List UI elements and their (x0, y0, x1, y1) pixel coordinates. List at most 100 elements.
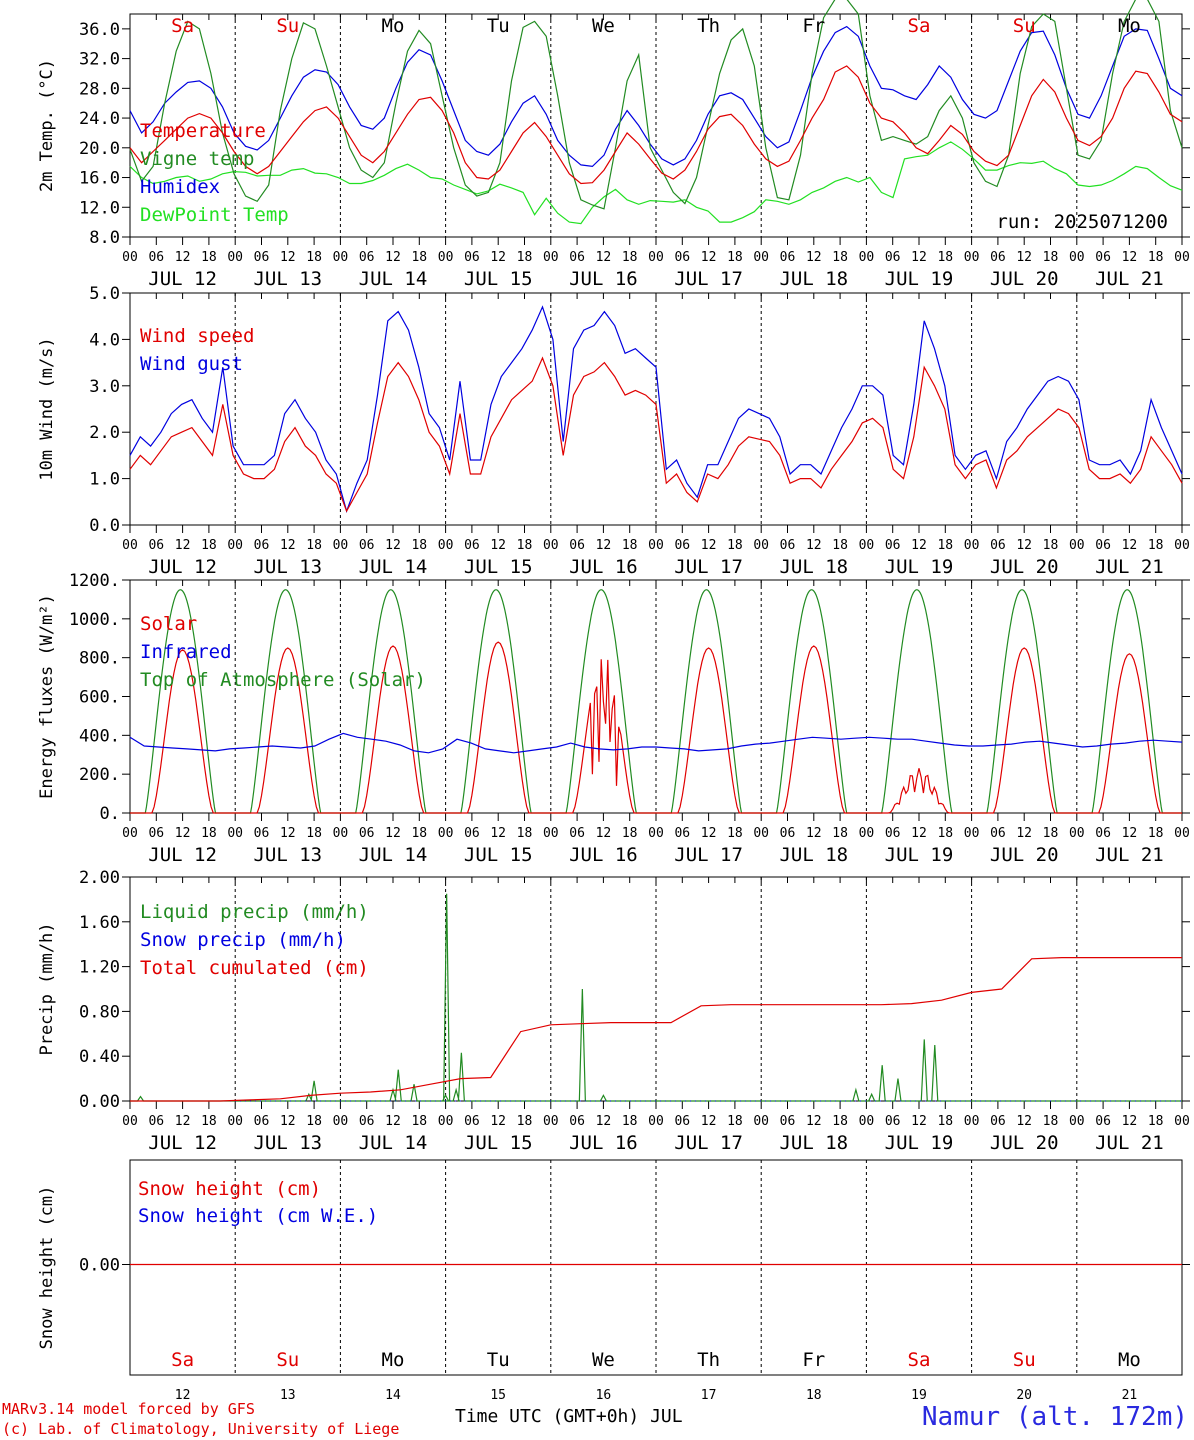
hour-tick-label: 00 (753, 1114, 769, 1129)
hour-tick-label: 12 (1016, 538, 1032, 553)
y-tick-label: 4.0 (89, 330, 120, 350)
hour-tick-label: 06 (1095, 1114, 1111, 1129)
hour-tick-label: 18 (727, 1114, 743, 1129)
weekday-label-bottom: We (592, 1349, 615, 1371)
hour-tick-label: 12 (175, 250, 191, 265)
day-label: JUL 16 (569, 268, 638, 290)
hour-tick-label: 18 (622, 1114, 638, 1129)
hour-tick-label: 00 (333, 250, 349, 265)
hour-tick-label: 18 (517, 826, 533, 841)
hour-tick-label: 00 (227, 250, 243, 265)
hour-tick-label: 12 (280, 538, 296, 553)
hour-tick-label: 12 (1122, 1114, 1138, 1129)
day-label: JUL 14 (359, 1132, 428, 1154)
hour-tick-label: 06 (990, 250, 1006, 265)
series-line (129, 0, 1183, 210)
hour-tick-label: 12 (280, 250, 296, 265)
weekday-label-bottom: Su (1013, 1349, 1036, 1371)
hour-tick-label: 06 (464, 250, 480, 265)
hour-tick-label: 00 (753, 250, 769, 265)
hour-tick-label: 06 (569, 250, 585, 265)
hour-tick-label: 06 (254, 826, 270, 841)
weekday-label: Sa (171, 15, 194, 37)
weekday-label-bottom: Tu (487, 1349, 510, 1371)
day-number: 17 (701, 1388, 717, 1403)
hour-tick-label: 00 (753, 538, 769, 553)
y-tick-label: 28.0 (79, 79, 120, 99)
legend-entry: Humidex (140, 176, 220, 198)
series-line (129, 25, 1183, 168)
hour-tick-label: 18 (201, 826, 217, 841)
hour-tick-label: 18 (306, 250, 322, 265)
hour-tick-label: 12 (1122, 826, 1138, 841)
day-label: JUL 12 (148, 1132, 217, 1154)
hour-tick-label: 06 (569, 1114, 585, 1129)
hour-tick-label: 12 (701, 538, 717, 553)
hour-tick-label: 12 (280, 826, 296, 841)
hour-tick-label: 12 (596, 538, 612, 553)
hour-tick-label: 00 (1069, 826, 1085, 841)
weekday-label: Tu (487, 15, 510, 37)
y-tick-label: 0.40 (79, 1047, 120, 1067)
day-label: JUL 12 (148, 268, 217, 290)
hour-tick-label: 18 (622, 250, 638, 265)
weekday-label: Fr (802, 15, 825, 37)
hour-tick-label: 00 (543, 826, 559, 841)
series-line (129, 356, 1183, 513)
day-label: JUL 20 (990, 1132, 1059, 1154)
legend-entry: DewPoint Temp (140, 204, 289, 226)
weekday-label-bottom: Mo (382, 1349, 405, 1371)
hour-tick-label: 18 (1043, 538, 1059, 553)
hour-tick-label: 12 (806, 826, 822, 841)
day-label: JUL 21 (1095, 268, 1164, 290)
hour-tick-label: 06 (148, 1114, 164, 1129)
hour-tick-label: 18 (622, 826, 638, 841)
legend-entry: Liquid precip (mm/h) (140, 901, 369, 923)
weekday-label: We (592, 15, 615, 37)
hour-tick-label: 12 (596, 826, 612, 841)
hour-tick-label: 12 (701, 1114, 717, 1129)
hour-tick-label: 06 (148, 538, 164, 553)
hour-tick-label: 00 (1174, 826, 1190, 841)
hour-tick-label: 18 (201, 538, 217, 553)
legend-entry: Snow precip (mm/h) (140, 929, 346, 951)
day-label: JUL 13 (253, 1132, 322, 1154)
day-label: JUL 18 (779, 556, 848, 578)
day-label: JUL 16 (569, 1132, 638, 1154)
weekday-label-bottom: Su (276, 1349, 299, 1371)
run-label: run: 2025071200 (996, 211, 1168, 233)
day-label: JUL 21 (1095, 844, 1164, 866)
hour-tick-label: 00 (333, 826, 349, 841)
day-label: JUL 13 (253, 556, 322, 578)
hour-tick-label: 00 (438, 826, 454, 841)
hour-tick-label: 00 (1069, 250, 1085, 265)
hour-tick-label: 00 (543, 1114, 559, 1129)
hour-tick-label: 06 (885, 826, 901, 841)
day-label: JUL 14 (359, 844, 428, 866)
hour-tick-label: 12 (911, 538, 927, 553)
weekday-label: Sa (908, 15, 931, 37)
weekday-label: Mo (382, 15, 405, 37)
day-label: JUL 17 (674, 556, 743, 578)
weekday-label: Su (276, 15, 299, 37)
hour-tick-label: 18 (1043, 826, 1059, 841)
hour-tick-label: 06 (780, 250, 796, 265)
weekday-label: Mo (1118, 15, 1141, 37)
hour-tick-label: 00 (859, 1114, 875, 1129)
hour-tick-label: 18 (727, 538, 743, 553)
day-label: JUL 20 (990, 556, 1059, 578)
day-label: JUL 17 (674, 268, 743, 290)
hour-tick-label: 18 (306, 1114, 322, 1129)
day-label: JUL 20 (990, 268, 1059, 290)
hour-tick-label: 12 (490, 1114, 506, 1129)
day-label: JUL 19 (885, 1132, 954, 1154)
hour-tick-label: 00 (964, 1114, 980, 1129)
hour-tick-label: 00 (648, 250, 664, 265)
hour-tick-label: 06 (1095, 250, 1111, 265)
hour-tick-label: 06 (674, 1114, 690, 1129)
hour-tick-label: 18 (1148, 1114, 1164, 1129)
hour-tick-label: 18 (1148, 250, 1164, 265)
hour-tick-label: 12 (806, 1114, 822, 1129)
weekday-label-bottom: Mo (1118, 1349, 1141, 1371)
hour-tick-label: 18 (411, 1114, 427, 1129)
